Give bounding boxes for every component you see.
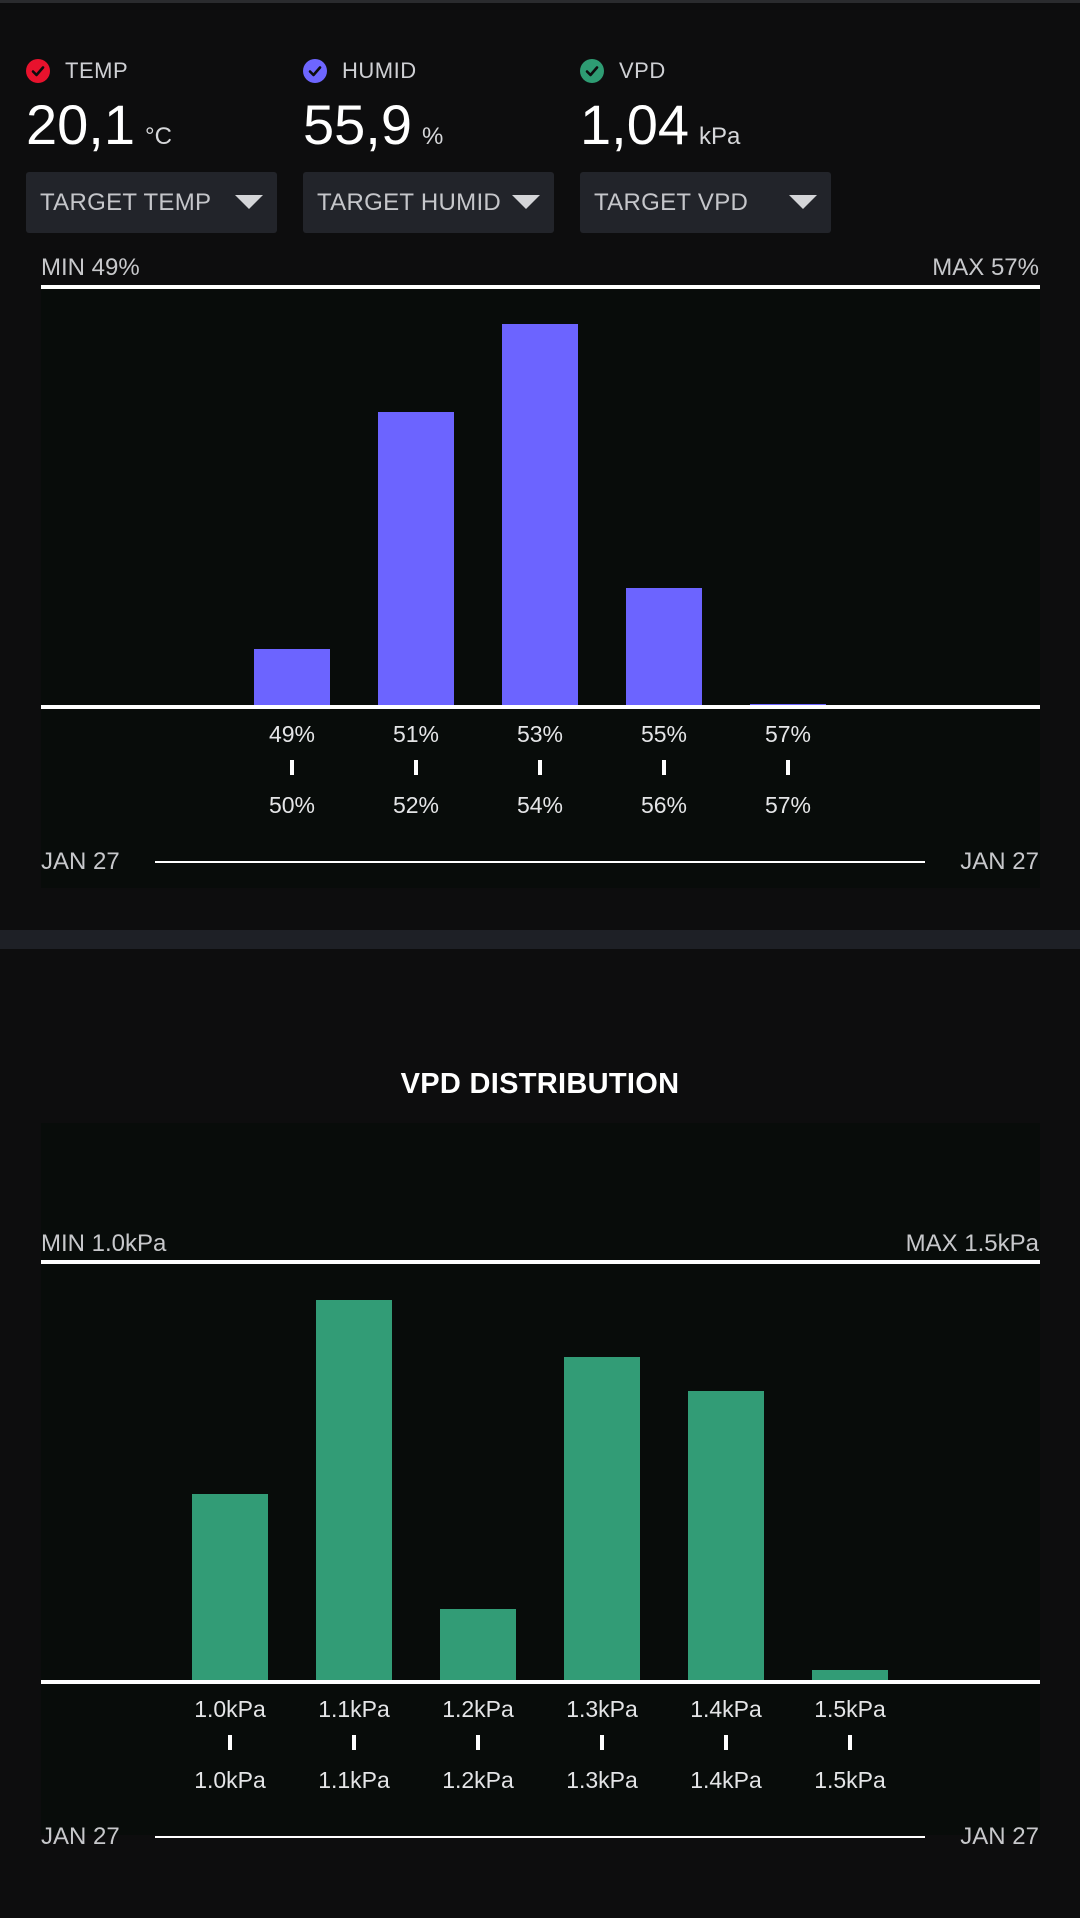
date-range-line (155, 861, 925, 863)
section-divider (0, 930, 1080, 949)
bin-start-label: 1.3kPa (547, 1696, 657, 1723)
chart-bar (254, 649, 330, 706)
bin-start-label: 49% (237, 721, 347, 748)
metric-vpd: VPD 1,04 kPa (580, 54, 830, 156)
bin-end-label: 50% (237, 792, 347, 819)
bin-start-label: 55% (609, 721, 719, 748)
bin-end-label: 56% (609, 792, 719, 819)
bin-end-label: 1.4kPa (671, 1767, 781, 1794)
dropdown-label: TARGET VPD (594, 189, 748, 217)
metric-temp: TEMP 20,1 °C (26, 54, 276, 156)
bin-tick (662, 760, 666, 775)
metric-unit: kPa (699, 123, 740, 151)
bin-tick (414, 760, 418, 775)
chart-bar (688, 1391, 764, 1681)
chart-bar (378, 412, 454, 706)
caret-down-icon (235, 195, 263, 209)
target-humid-dropdown[interactable]: TARGET HUMID (303, 172, 554, 233)
baseline (41, 1680, 1040, 1684)
bin-start-label: 1.2kPa (423, 1696, 533, 1723)
top-border (0, 0, 1080, 3)
bin-end-label: 57% (733, 792, 843, 819)
bin-end-label: 1.0kPa (175, 1767, 285, 1794)
date-end: JAN 27 (960, 1823, 1039, 1851)
check-icon (303, 59, 327, 83)
date-range-line (155, 1836, 925, 1838)
min-label: MIN 1.0kPa (41, 1230, 166, 1258)
chart-bar (192, 1494, 268, 1681)
bin-tick (724, 1735, 728, 1750)
caret-down-icon (512, 195, 540, 209)
date-end: JAN 27 (960, 848, 1039, 876)
vpd-distribution-title: VPD DISTRIBUTION (0, 1068, 1080, 1101)
bin-tick (848, 1735, 852, 1750)
metric-unit: % (422, 123, 443, 151)
max-label: MAX 1.5kPa (906, 1230, 1039, 1258)
caret-down-icon (789, 195, 817, 209)
max-label: MAX 57% (932, 254, 1039, 282)
target-temp-dropdown[interactable]: TARGET TEMP (26, 172, 277, 233)
bin-end-label: 1.1kPa (299, 1767, 409, 1794)
metric-unit: °C (145, 123, 172, 151)
bin-start-label: 1.1kPa (299, 1696, 409, 1723)
bin-end-label: 52% (361, 792, 471, 819)
metric-value: 1,04 (580, 94, 689, 156)
bin-tick (228, 1735, 232, 1750)
bin-start-label: 51% (361, 721, 471, 748)
metric-label: VPD (619, 58, 666, 84)
bin-tick (476, 1735, 480, 1750)
bin-start-label: 57% (733, 721, 843, 748)
chart-bar (440, 1609, 516, 1681)
bin-tick (538, 760, 542, 775)
bin-end-label: 1.2kPa (423, 1767, 533, 1794)
max-line (41, 285, 1040, 289)
chart-bar (564, 1357, 640, 1681)
bin-end-label: 54% (485, 792, 595, 819)
date-start: JAN 27 (41, 1823, 120, 1851)
check-icon (26, 59, 50, 83)
metric-value: 55,9 (303, 94, 412, 156)
chart-plot-area (41, 1123, 1040, 1835)
bin-tick (786, 760, 790, 775)
chart-bar (502, 324, 578, 706)
bin-tick (352, 1735, 356, 1750)
bin-start-label: 1.0kPa (175, 1696, 285, 1723)
bin-tick (290, 760, 294, 775)
metric-label: TEMP (65, 58, 128, 84)
bin-start-label: 53% (485, 721, 595, 748)
baseline (41, 705, 1040, 709)
min-label: MIN 49% (41, 254, 140, 282)
max-line (41, 1260, 1040, 1264)
check-icon (580, 59, 604, 83)
dropdown-label: TARGET TEMP (40, 189, 211, 217)
date-start: JAN 27 (41, 848, 120, 876)
bin-end-label: 1.5kPa (795, 1767, 905, 1794)
target-vpd-dropdown[interactable]: TARGET VPD (580, 172, 831, 233)
bin-start-label: 1.5kPa (795, 1696, 905, 1723)
chart-bar (626, 588, 702, 706)
bin-tick (600, 1735, 604, 1750)
chart-bar (316, 1300, 392, 1681)
metric-humid: HUMID 55,9 % (303, 54, 553, 156)
metric-label: HUMID (342, 58, 417, 84)
dropdown-label: TARGET HUMID (317, 189, 501, 217)
bin-start-label: 1.4kPa (671, 1696, 781, 1723)
bin-end-label: 1.3kPa (547, 1767, 657, 1794)
metric-value: 20,1 (26, 94, 135, 156)
